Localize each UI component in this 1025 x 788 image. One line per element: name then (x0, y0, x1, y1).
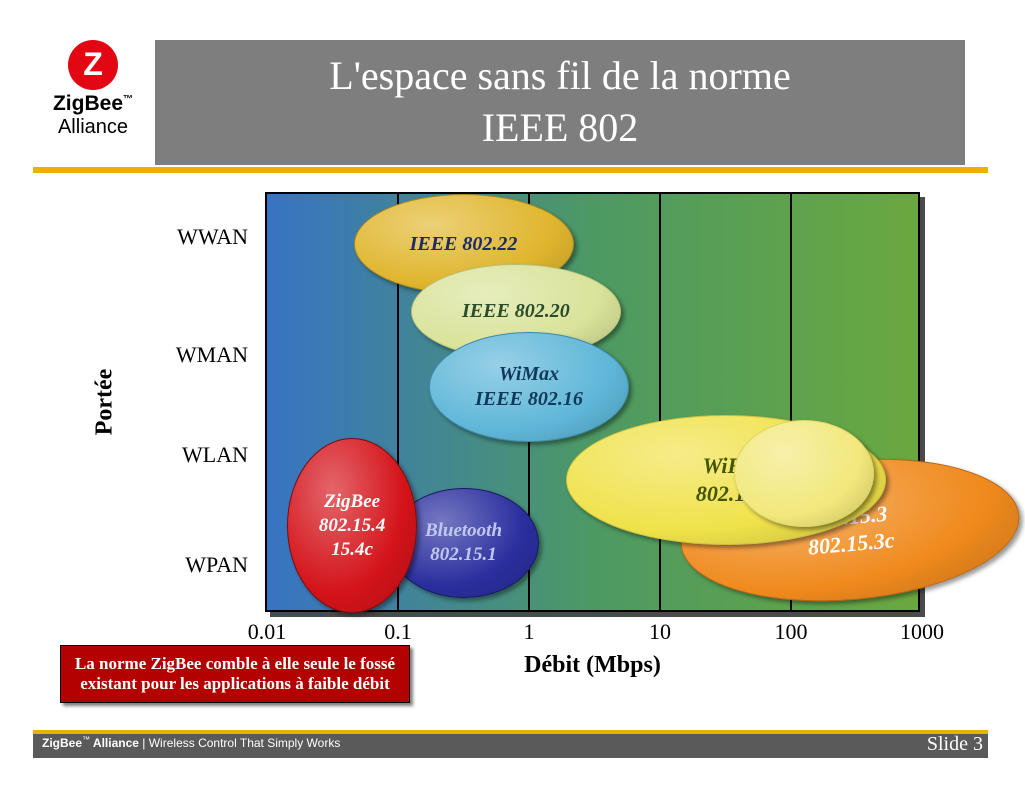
e-zigbee: ZigBee802.15.415.4c (287, 438, 417, 613)
callout-box: La norme ZigBee comble à elle seule le f… (60, 645, 410, 703)
grid-line (659, 194, 661, 610)
e-80222-label: IEEE 802.22 (410, 232, 518, 257)
e-wifi-sub (734, 420, 874, 527)
title-line-2: IEEE 802 (155, 102, 965, 154)
x-tick: 10 (649, 619, 671, 645)
slide-title: L'espace sans fil de la norme IEEE 802 (155, 40, 965, 165)
zigbee-logo-icon (68, 40, 118, 90)
x-tick: 0.01 (248, 619, 287, 645)
footer-text: ZigBee™ Alliance | Wireless Control That… (42, 735, 340, 750)
y-tick: WWAN (177, 224, 248, 250)
logo-subtext: Alliance (33, 116, 153, 139)
y-tick: WPAN (185, 552, 248, 578)
x-axis-label: Débit (Mbps) (524, 652, 661, 679)
chart: 0.010.11101001000WWANWMANWLANWPANIEEE 80… (265, 192, 920, 612)
chart-plot: 0.010.11101001000WWANWMANWLANWPANIEEE 80… (265, 192, 920, 612)
e-wimax: WiMaxIEEE 802.16 (429, 332, 629, 442)
y-tick: WLAN (182, 442, 248, 468)
logo-brand: ZigBee™ (33, 92, 153, 116)
e-80220-label: IEEE 802.20 (462, 299, 570, 324)
x-tick: 0.1 (384, 619, 412, 645)
title-line-1: L'espace sans fil de la norme (155, 50, 965, 102)
e-zigbee-label: ZigBee802.15.415.4c (319, 490, 386, 561)
x-tick: 1 (524, 619, 535, 645)
y-axis-label: Portée (92, 369, 119, 436)
e-bluetooth-label: Bluetooth802.15.1 (425, 519, 502, 567)
x-tick: 1000 (900, 619, 944, 645)
slide-number: Slide 3 (927, 733, 983, 756)
x-tick: 100 (775, 619, 808, 645)
logo-block: ZigBee™ Alliance (33, 40, 153, 139)
y-tick: WMAN (176, 342, 248, 368)
accent-divider (33, 167, 988, 173)
e-wimax-label: WiMaxIEEE 802.16 (475, 362, 583, 412)
